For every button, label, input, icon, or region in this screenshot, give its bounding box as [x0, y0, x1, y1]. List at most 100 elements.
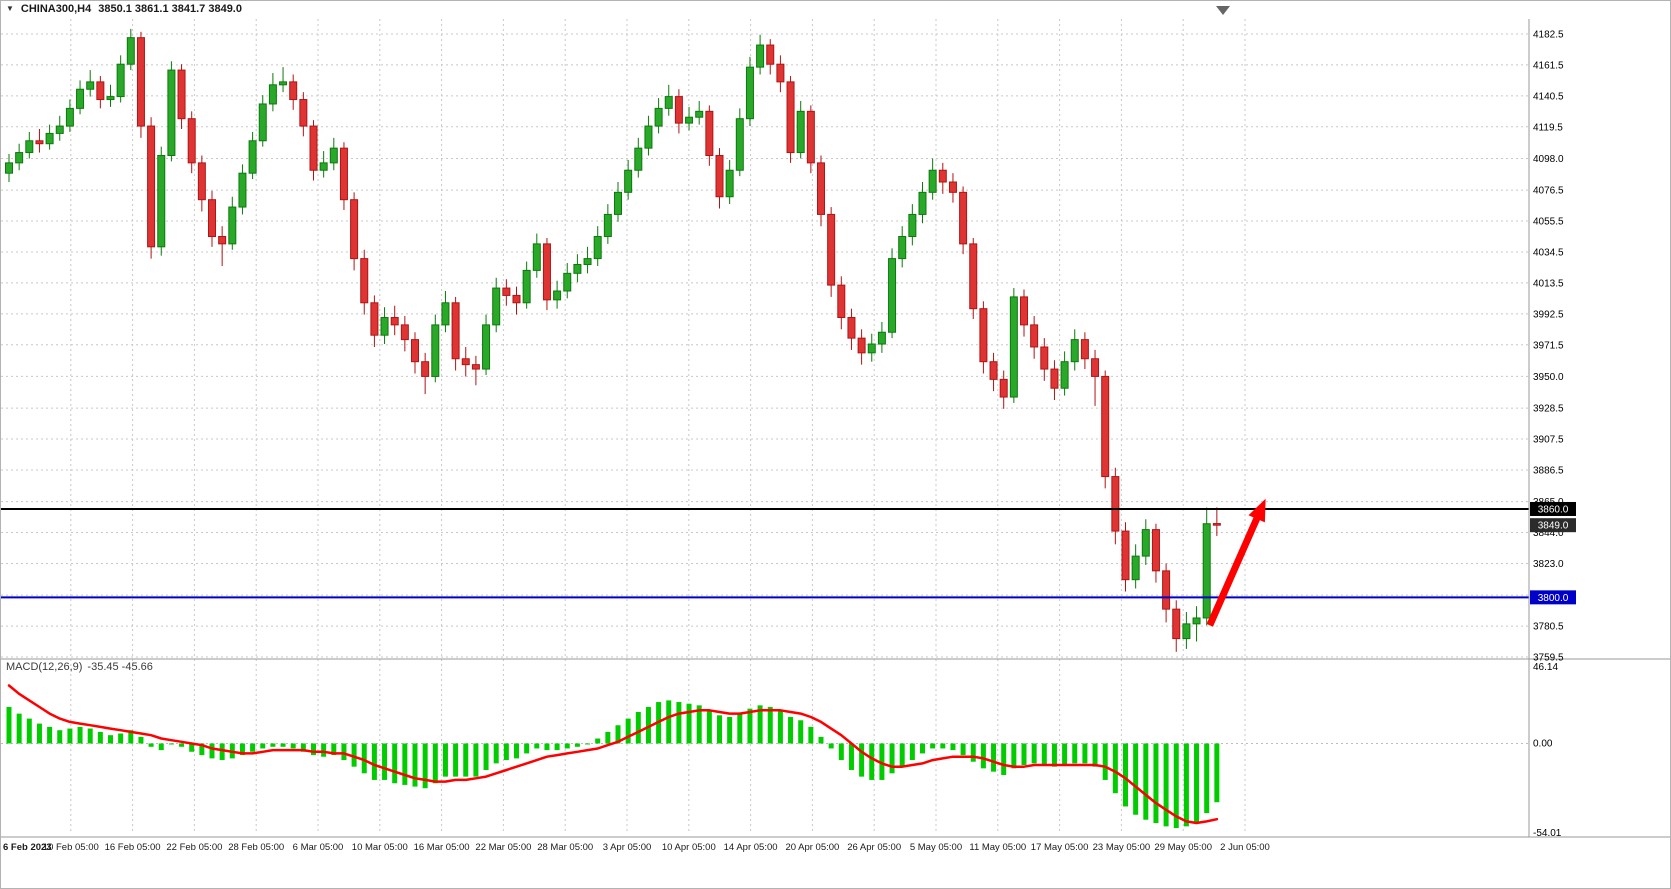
macd-histogram-bar	[118, 733, 124, 744]
macd-histogram-bar	[1214, 743, 1220, 803]
macd-histogram-bar	[270, 743, 276, 747]
candle	[329, 137, 338, 171]
candle-body	[827, 213, 836, 286]
candle-body	[898, 236, 907, 260]
macd-histogram-bar	[47, 726, 53, 744]
candle-body	[857, 337, 866, 354]
macd-histogram-bar	[554, 743, 560, 751]
axes-layer: 4182.5 4161.5 4140.5 4119.5 4098.0 4076.5 4055…	[1, 19, 1670, 853]
candle	[461, 346, 470, 377]
candle-body	[614, 191, 622, 215]
candle	[76, 80, 85, 115]
candle	[563, 263, 572, 299]
trend-arrow-shaft[interactable]	[1206, 513, 1262, 627]
candle-body	[888, 258, 897, 333]
candle	[1121, 522, 1130, 592]
candle-body	[593, 236, 602, 260]
macd-histogram-bar	[219, 743, 225, 761]
macd-histogram-bar	[788, 716, 794, 744]
candle-body	[400, 324, 409, 341]
macd-histogram-bar	[209, 743, 215, 759]
macd-histogram-bar	[179, 743, 185, 747]
candle-body	[1172, 608, 1181, 640]
price-tick-label: 4182.5	[1533, 30, 1564, 41]
candle	[817, 155, 825, 227]
candle	[938, 162, 947, 194]
macd-histogram-bar	[1163, 743, 1169, 827]
price-badge-text: 3849.0	[1538, 521, 1569, 532]
candle-body	[339, 147, 348, 201]
candle-body	[55, 125, 64, 134]
chart-shift-marker[interactable]	[1216, 6, 1230, 15]
macd-histogram-bar	[463, 743, 469, 777]
macd-histogram-bar	[767, 707, 773, 744]
macd-histogram-bar	[87, 728, 93, 744]
macd-histogram-bar	[26, 718, 32, 744]
macd-histogram-bar	[798, 720, 804, 744]
time-axis-label: 28 Feb 05:00	[228, 842, 284, 853]
macd-histogram-bar	[909, 743, 915, 761]
candle	[1080, 332, 1089, 370]
candle-body	[86, 81, 95, 90]
candle	[157, 146, 166, 256]
macd-histogram-bar	[737, 713, 743, 744]
candle	[451, 296, 460, 371]
candle	[664, 84, 673, 116]
candle	[208, 190, 216, 247]
candle	[126, 28, 135, 71]
macd-signal-line	[7, 684, 1219, 825]
candle-body	[421, 361, 430, 377]
macd-tick-label: 46.14	[1533, 662, 1558, 673]
macd-histogram-bar	[6, 707, 12, 744]
price-badge-bg	[1530, 518, 1576, 533]
macd-histogram-bar	[676, 702, 682, 744]
macd-histogram-bar	[1011, 743, 1017, 769]
candle	[573, 254, 582, 283]
candle	[5, 154, 13, 183]
candle-body	[299, 99, 308, 127]
candle-body	[268, 84, 277, 105]
time-axis-label: 22 Mar 05:00	[475, 842, 531, 853]
price-badge-bg	[1530, 590, 1576, 605]
candle-body	[938, 169, 947, 183]
macd-histogram-bar	[869, 743, 875, 780]
candle-body	[918, 191, 927, 215]
candle-body	[776, 63, 785, 83]
candle-body	[1121, 530, 1130, 581]
candle	[390, 305, 399, 336]
candle-body	[441, 302, 450, 326]
candle	[959, 186, 968, 255]
macd-histogram-bar	[311, 743, 316, 756]
candle	[197, 155, 206, 212]
macd-histogram-bar	[16, 713, 22, 744]
candle	[299, 92, 308, 137]
candle-body	[603, 213, 612, 238]
candle-body	[847, 317, 856, 339]
candle-body	[522, 269, 531, 304]
candle-body	[989, 361, 998, 380]
macd-histogram-bar	[148, 743, 154, 747]
candle-body	[167, 69, 176, 157]
candle-body	[695, 110, 704, 118]
price-tick-label: 4119.5	[1533, 122, 1563, 133]
macd-histogram-bar	[1092, 743, 1098, 767]
candle	[593, 226, 602, 266]
macd-histogram-bar	[625, 718, 631, 744]
candle-body	[664, 96, 673, 109]
candle-body	[289, 81, 298, 101]
macd-histogram-bar	[564, 743, 570, 749]
candle	[918, 182, 927, 224]
candle	[1030, 316, 1039, 359]
candle	[96, 75, 105, 109]
symbol-dropdown-icon[interactable]: ▼	[6, 4, 14, 13]
macd-histogram-bar	[1031, 743, 1037, 764]
candle	[1131, 544, 1140, 589]
candle	[1101, 370, 1110, 489]
macd-histogram-bar	[635, 711, 641, 744]
trend-arrow-head[interactable]	[1248, 498, 1266, 523]
macd-histogram-bar	[615, 725, 621, 744]
price-tick-label: 3992.5	[1533, 309, 1564, 320]
macd-histogram-bar	[514, 743, 519, 759]
candle	[1151, 523, 1160, 583]
